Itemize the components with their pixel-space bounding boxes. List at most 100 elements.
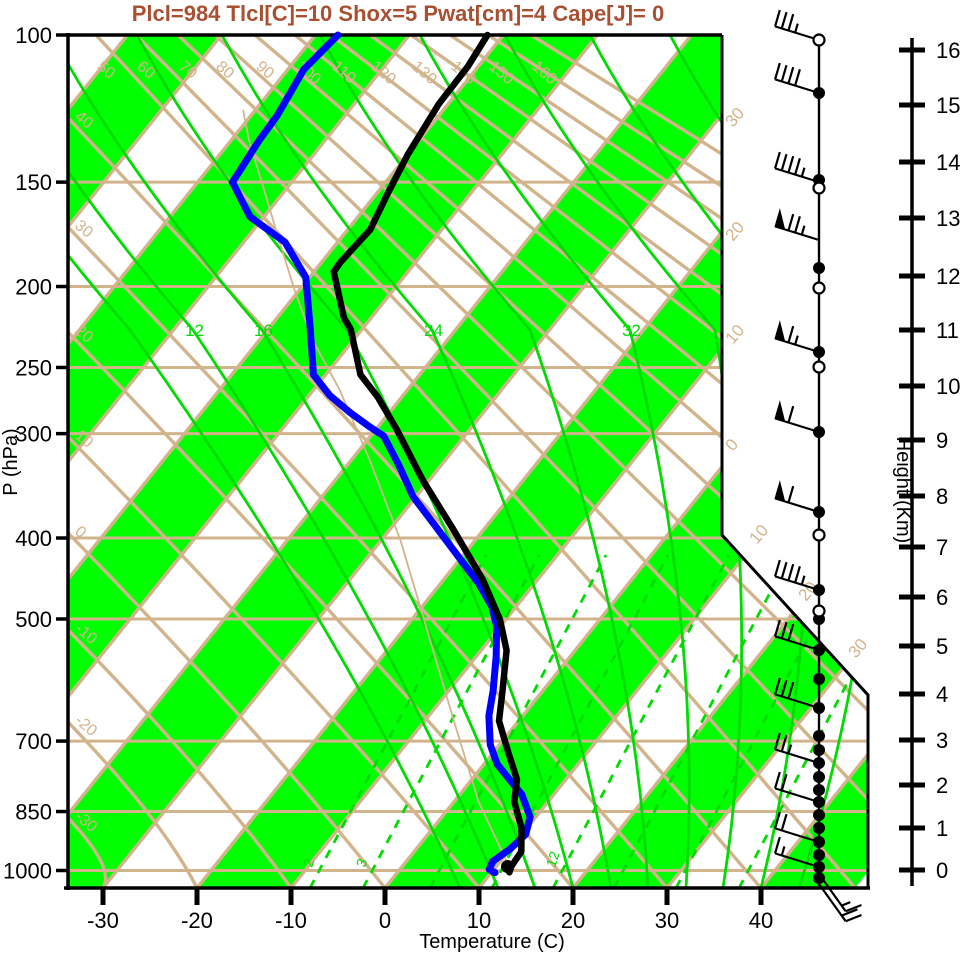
pressure-tick-label: 300 [15, 422, 52, 447]
wind-barb [774, 480, 820, 514]
pressure-tick-label: 250 [15, 355, 52, 380]
green-label: 24 [424, 321, 443, 340]
level-dot-filled [813, 87, 825, 99]
level-dot-filled [813, 872, 825, 884]
level-dot-filled [813, 757, 825, 769]
green-band [68, 35, 410, 888]
left-y-axis-label: P (hPa) [0, 428, 22, 495]
grid-label: 90 [252, 58, 277, 83]
pressure-tick-label: 500 [15, 607, 52, 632]
pressure-tick-label: 200 [15, 275, 52, 300]
level-dot-filled [813, 262, 825, 274]
wind-barb [774, 732, 820, 765]
mixing-ratio-line [737, 554, 868, 888]
level-dot-filled [813, 796, 825, 808]
temperature-tick-label: 0 [379, 908, 391, 933]
wind-barb [774, 619, 820, 652]
height-tick-label: 5 [936, 634, 948, 659]
mixing-ratio-line [612, 554, 792, 888]
dewpoint-curve [228, 31, 534, 877]
level-dot-open [812, 281, 826, 295]
level-dot-filled [813, 506, 825, 518]
green-band [573, 35, 868, 888]
dry-adiabat-line [487, 35, 868, 888]
wind-barb [774, 677, 820, 710]
level-dot-filled [813, 771, 825, 783]
temperature-tick-label: -10 [275, 908, 307, 933]
height-tick-label: 6 [936, 585, 948, 610]
moist-adiabat-line [68, 35, 537, 888]
height-tick-label: 12 [936, 264, 960, 289]
green-label: 16 [254, 321, 273, 340]
grid-label: 80 [212, 58, 237, 83]
mixing-ratio-line [428, 554, 608, 888]
level-dot-filled [813, 644, 825, 656]
wind-barb-column [774, 9, 862, 923]
dry-adiabat-line [68, 225, 669, 888]
dry-adiabat-line [410, 35, 868, 888]
green-label: 12 [543, 849, 563, 869]
level-dot-filled [813, 822, 825, 834]
mixing-ratio-line [308, 554, 488, 888]
temperature-tick-label: 30 [655, 908, 679, 933]
wind-barb [774, 320, 820, 354]
isotherm-line [665, 35, 868, 888]
dry-adiabat-line [68, 435, 481, 888]
level-dot-filled [813, 346, 825, 358]
isotherm-line [68, 35, 223, 888]
height-tick-label: 1 [936, 816, 948, 841]
level-dot-filled [813, 730, 825, 742]
isotherm-line [68, 35, 599, 888]
mixing-ratio-line [490, 554, 670, 888]
wind-barb [818, 883, 862, 923]
dry-adiabat-line [68, 531, 387, 888]
level-dot-filled [813, 784, 825, 796]
grid-label: 30 [71, 217, 96, 242]
level-dot-filled [813, 809, 825, 821]
moist-adiabat-line [68, 35, 462, 888]
pressure-tick-label: 400 [15, 526, 52, 551]
pressure-tick-label: 700 [15, 729, 52, 754]
parcel-trace-line [242, 109, 512, 871]
wind-barb [774, 208, 820, 242]
moist-adiabat-line [318, 35, 650, 888]
isotherm-line [571, 35, 868, 888]
level-dot-open [812, 360, 826, 374]
dry-adiabat-line [134, 35, 868, 888]
moist-adiabat-line [418, 35, 691, 888]
moist-adiabat-line [503, 35, 744, 888]
level-dot-open [812, 33, 826, 47]
dry-adiabat-line [68, 628, 293, 888]
isotherm-line [101, 35, 787, 888]
x-axis-label: Temperature (C) [419, 931, 565, 953]
grid-label: 30 [722, 104, 749, 131]
wind-barb [774, 836, 820, 869]
height-tick-label: 4 [936, 682, 948, 707]
isotherm-line [68, 35, 693, 888]
height-tick-label: 7 [936, 535, 948, 560]
surface-dot [500, 859, 514, 873]
mixing-ratio-line [361, 554, 541, 888]
dry-adiabat-line [176, 35, 868, 888]
chart-title: Plcl=984 Tlcl[C]=10 Shox=5 Pwat[cm]=4 Ca… [132, 1, 665, 26]
moist-adiabat-line [135, 35, 575, 888]
height-tick-label: 16 [936, 38, 960, 63]
wind-barb [774, 62, 820, 95]
temperature-tick-label: 20 [561, 908, 585, 933]
level-dot-open [812, 181, 826, 195]
wind-barb [774, 771, 820, 804]
grid-label: 10 [746, 521, 773, 548]
level-dot-filled [813, 861, 825, 873]
wind-barb [774, 400, 820, 434]
height-tick-label: 10 [936, 374, 960, 399]
dry-adiabat-line [213, 35, 868, 888]
level-dot-filled [813, 426, 825, 438]
level-dot-filled [813, 849, 825, 861]
level-dot-open [812, 528, 826, 542]
height-tick-label: 8 [936, 484, 948, 509]
wind-barb [774, 559, 820, 592]
